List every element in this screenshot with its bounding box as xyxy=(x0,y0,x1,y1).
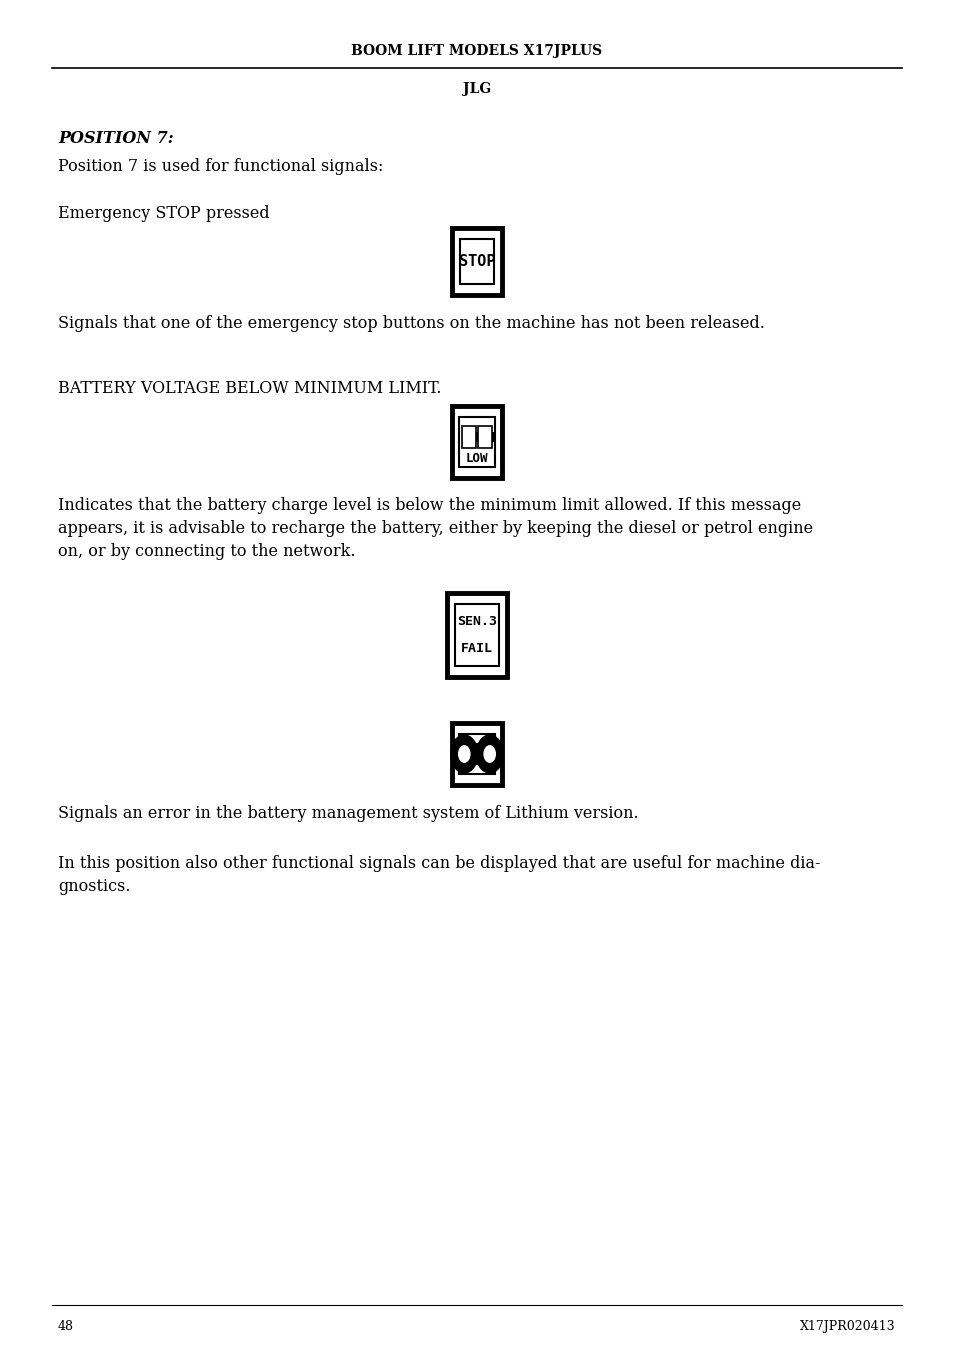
FancyBboxPatch shape xyxy=(458,734,495,774)
Text: BATTERY VOLTAGE BELOW MINIMUM LIMIT.: BATTERY VOLTAGE BELOW MINIMUM LIMIT. xyxy=(58,379,441,397)
FancyBboxPatch shape xyxy=(492,432,494,443)
Text: FAIL: FAIL xyxy=(460,643,493,655)
FancyBboxPatch shape xyxy=(451,724,502,784)
Text: SEN.3: SEN.3 xyxy=(456,616,497,628)
Circle shape xyxy=(451,736,476,772)
Text: Signals that one of the emergency stop buttons on the machine has not been relea: Signals that one of the emergency stop b… xyxy=(58,315,764,332)
FancyBboxPatch shape xyxy=(452,228,501,296)
Circle shape xyxy=(483,745,496,763)
FancyBboxPatch shape xyxy=(455,603,498,666)
Bar xyxy=(469,743,484,765)
Circle shape xyxy=(457,745,470,763)
FancyBboxPatch shape xyxy=(447,593,506,676)
FancyBboxPatch shape xyxy=(476,432,477,443)
FancyBboxPatch shape xyxy=(458,417,495,467)
FancyBboxPatch shape xyxy=(451,406,502,478)
FancyBboxPatch shape xyxy=(477,427,492,448)
Text: BOOM LIFT MODELS X17JPLUS: BOOM LIFT MODELS X17JPLUS xyxy=(351,45,602,58)
Text: Indicates that the battery charge level is below the minimum limit allowed. If t: Indicates that the battery charge level … xyxy=(58,497,812,560)
Text: 48: 48 xyxy=(58,1320,74,1332)
Text: Position 7 is used for functional signals:: Position 7 is used for functional signal… xyxy=(58,158,383,176)
Text: In this position also other functional signals can be displayed that are useful : In this position also other functional s… xyxy=(58,855,820,895)
Text: Signals an error in the battery management system of Lithium version.: Signals an error in the battery manageme… xyxy=(58,805,638,822)
Text: STOP: STOP xyxy=(458,254,495,269)
Text: JLG: JLG xyxy=(462,82,491,96)
FancyBboxPatch shape xyxy=(459,239,494,285)
FancyBboxPatch shape xyxy=(461,427,476,448)
Text: LOW: LOW xyxy=(465,452,488,464)
Text: X17JPR020413: X17JPR020413 xyxy=(800,1320,895,1332)
Text: Emergency STOP pressed: Emergency STOP pressed xyxy=(58,205,270,221)
Text: POSITION 7:: POSITION 7: xyxy=(58,130,173,147)
Circle shape xyxy=(476,736,502,772)
